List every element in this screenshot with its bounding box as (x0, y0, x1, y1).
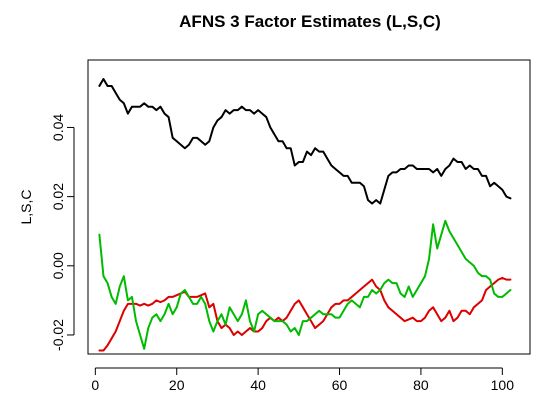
x-tick-label: 80 (413, 377, 429, 393)
plot-frame (87, 59, 531, 355)
x-tick-label: 20 (169, 377, 185, 393)
y-axis: -0.02 0.00 0.02 0.04 (50, 114, 75, 351)
x-tick-label: 0 (91, 377, 99, 393)
x-tick-label: 100 (491, 377, 515, 393)
y-tick-label: 0.04 (50, 114, 66, 141)
x-tick-label: 40 (250, 377, 266, 393)
y-tick-label: 0.02 (50, 183, 66, 210)
chart-title: AFNS 3 Factor Estimates (L,S,C) (179, 12, 441, 31)
series-line-3 (98, 219, 512, 350)
series-layer (98, 78, 512, 352)
x-tick-label: 60 (332, 377, 348, 393)
series-line-1 (98, 78, 512, 205)
series-line-2 (98, 276, 512, 352)
x-axis: 0 20 40 60 80 100 (91, 367, 515, 393)
y-axis-label: L,S,C (18, 189, 34, 224)
y-tick-label: -0.02 (50, 319, 66, 351)
y-tick-label: 0.00 (50, 252, 66, 279)
